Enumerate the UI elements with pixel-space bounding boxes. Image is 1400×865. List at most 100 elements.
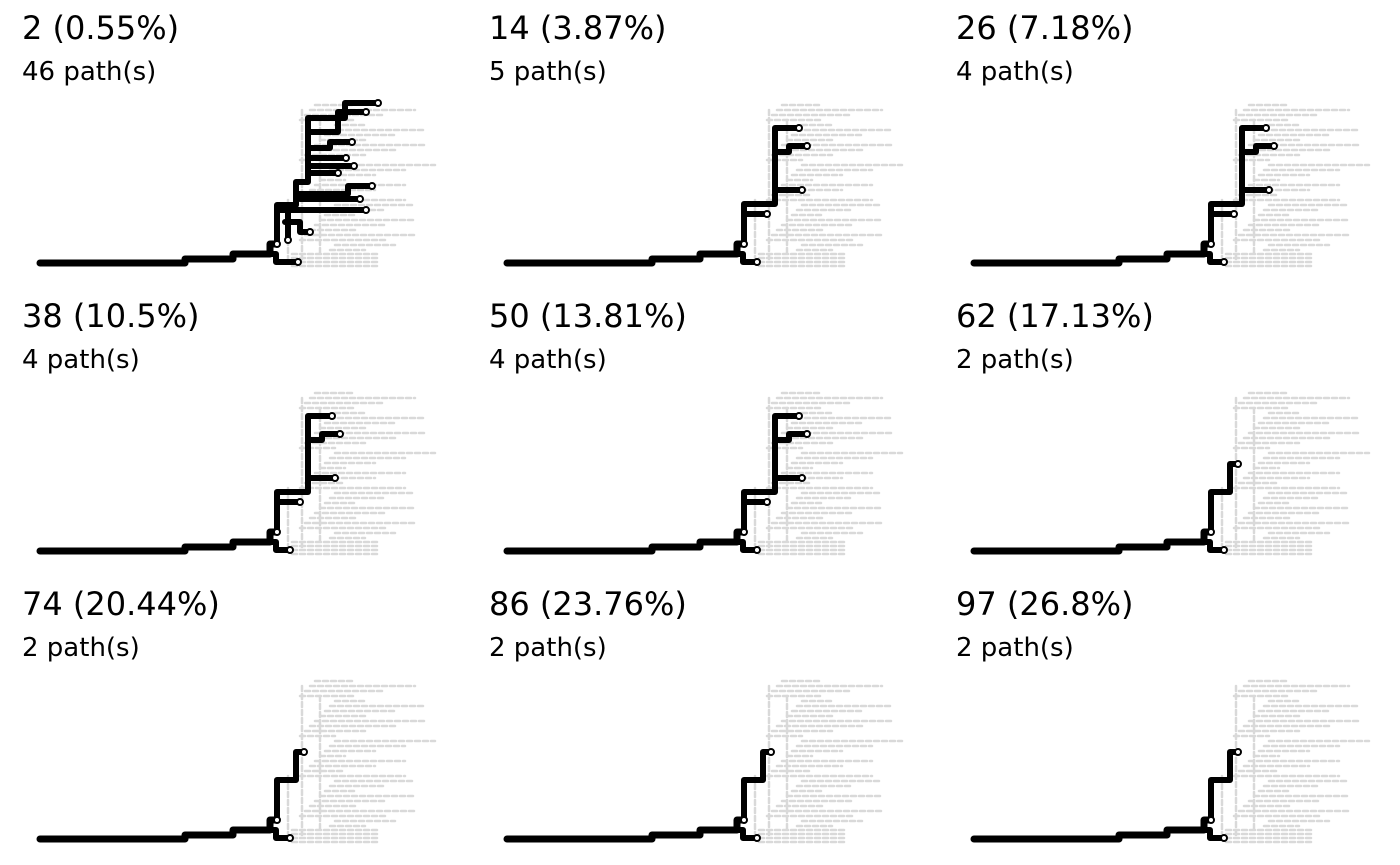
path-endpoint [795, 124, 803, 132]
path-endpoint [1265, 186, 1273, 194]
panel-title: 26 (7.18%) [956, 9, 1134, 47]
panel-subtitle: 4 path(s) [22, 345, 140, 375]
highlight-path [305, 139, 355, 151]
chart-panel: 62 (17.13%) 2 path(s) [934, 288, 1400, 576]
highlight-path [503, 240, 748, 267]
path-endpoint [336, 430, 344, 438]
highlight-path [36, 816, 281, 843]
highlight-path [1208, 211, 1237, 247]
path-endpoint [273, 816, 281, 824]
highlight-path [741, 749, 774, 823]
path-endpoint [1234, 460, 1242, 468]
path-endpoint [374, 99, 382, 107]
highlight-paths [36, 412, 344, 555]
chart-panel: 97 (26.8%) 2 path(s) [934, 576, 1400, 864]
tree-plot [970, 391, 1371, 556]
path-endpoint [1207, 816, 1215, 824]
highlight-path [1208, 749, 1241, 823]
panel-subtitle: 46 path(s) [22, 57, 157, 87]
path-endpoint [740, 240, 748, 248]
path-endpoint [286, 834, 294, 842]
highlight-path [282, 219, 313, 235]
highlight-path [503, 816, 748, 843]
panel-subtitle: 5 path(s) [489, 57, 607, 87]
path-endpoint [342, 154, 350, 162]
highlight-path [267, 539, 293, 553]
panel-title: 74 (20.44%) [22, 585, 220, 623]
path-endpoint [1270, 142, 1278, 150]
highlight-path [1239, 143, 1277, 155]
panel-title: 2 (0.55%) [22, 9, 180, 47]
path-endpoint [767, 748, 775, 756]
path-endpoint [763, 210, 771, 218]
highlight-path [36, 240, 281, 267]
highlight-paths [503, 748, 775, 843]
highlight-path [503, 528, 748, 555]
path-endpoint [803, 430, 811, 438]
path-endpoint [1234, 748, 1242, 756]
panel-title: 86 (23.76%) [489, 585, 687, 623]
panel-subtitle: 2 path(s) [22, 633, 140, 663]
highlight-path [267, 827, 293, 841]
highlight-paths [970, 460, 1242, 555]
path-endpoint [1230, 210, 1238, 218]
panel-subtitle: 2 path(s) [956, 633, 1074, 663]
highlight-path [293, 183, 375, 197]
path-endpoint [368, 182, 376, 190]
panel-subtitle: 2 path(s) [489, 633, 607, 663]
chart-panel: 74 (20.44%) 2 path(s) [0, 576, 466, 864]
highlight-path [274, 749, 307, 823]
path-endpoint [753, 834, 761, 842]
path-endpoint [795, 412, 803, 420]
path-endpoint [350, 162, 358, 170]
panel-title: 14 (3.87%) [489, 9, 667, 47]
path-endpoint [753, 546, 761, 554]
panel-subtitle: 4 path(s) [956, 57, 1074, 87]
path-endpoint [328, 412, 336, 420]
path-endpoint [1207, 528, 1215, 536]
path-endpoint [273, 528, 281, 536]
panel-subtitle: 2 path(s) [956, 345, 1074, 375]
path-endpoint [803, 142, 811, 150]
highlight-path [772, 431, 810, 443]
chart-panel: 2 (0.55%) 46 path(s) [0, 0, 466, 288]
highlight-path [36, 528, 281, 555]
path-endpoint [331, 474, 339, 482]
highlight-paths [970, 124, 1278, 267]
path-endpoint [798, 474, 806, 482]
highlight-path [741, 211, 770, 247]
highlight-path [734, 539, 760, 553]
highlight-paths [36, 748, 308, 843]
highlight-path [274, 499, 303, 535]
path-endpoint [740, 816, 748, 824]
highlight-path [274, 100, 381, 247]
tree-plot [970, 103, 1371, 268]
chart-panel: 38 (10.5%) 4 path(s) [0, 288, 466, 576]
highlight-paths [970, 748, 1242, 843]
chart-panel: 50 (13.81%) 4 path(s) [467, 288, 933, 576]
highlight-path [741, 499, 770, 535]
highlight-path [1201, 251, 1227, 265]
highlight-path [970, 816, 1215, 843]
tree-plot [970, 679, 1371, 844]
path-endpoint [294, 258, 302, 266]
highlight-path [1208, 461, 1241, 535]
path-endpoint [763, 498, 771, 506]
highlight-path [772, 143, 810, 155]
path-endpoint [1220, 258, 1228, 266]
path-endpoint [362, 108, 370, 116]
path-endpoint [334, 169, 342, 177]
highlight-path [734, 827, 760, 841]
highlight-path [1201, 539, 1227, 553]
tree-plot [503, 103, 904, 268]
path-endpoint [300, 748, 308, 756]
highlight-path [970, 240, 1215, 267]
path-endpoint [306, 228, 314, 236]
panel-title: 38 (10.5%) [22, 297, 200, 335]
highlight-path [734, 251, 760, 265]
highlight-paths [36, 99, 382, 267]
panel-title: 97 (26.8%) [956, 585, 1134, 623]
path-endpoint [1207, 240, 1215, 248]
highlight-path [305, 109, 369, 135]
